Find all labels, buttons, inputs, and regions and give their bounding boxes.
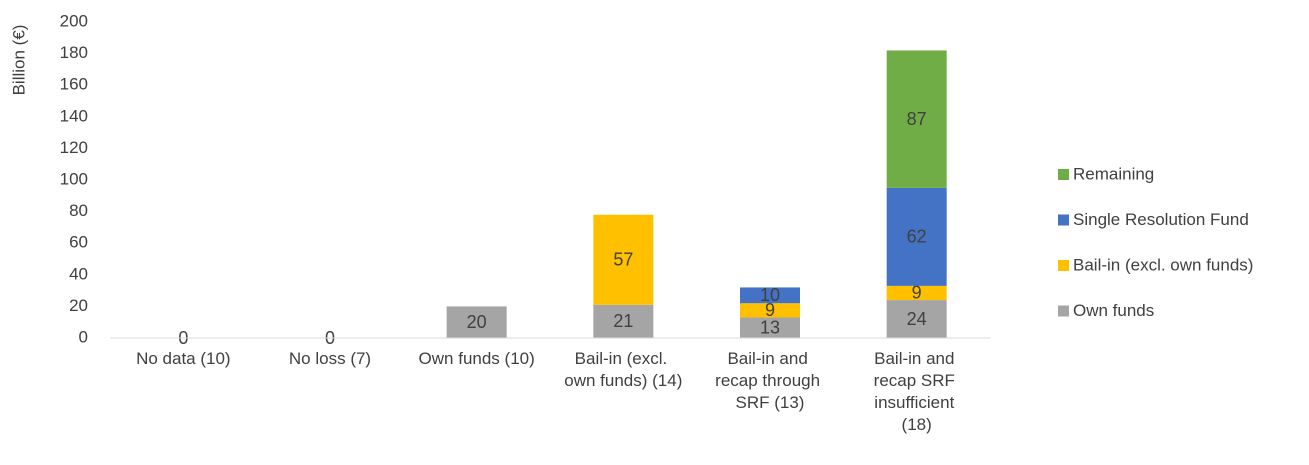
data-label: 21 <box>613 311 633 331</box>
legend-label: Single Resolution Fund <box>1073 210 1249 229</box>
data-label: 9 <box>765 300 775 320</box>
x-tick-label: Bail-in (excl. own funds) (14) <box>564 349 682 390</box>
data-label: 9 <box>912 283 922 303</box>
bar-segment <box>593 214 654 305</box>
y-tick-label: 20 <box>69 296 88 315</box>
y-tick-label: 180 <box>60 43 88 62</box>
bar-segment <box>886 187 947 286</box>
y-tick-label: 200 <box>60 11 88 30</box>
x-tick-label: No loss (7) <box>289 349 371 368</box>
y-tick-label: 40 <box>69 264 88 283</box>
legend-label: Own funds <box>1073 301 1154 320</box>
y-tick-label: 60 <box>69 233 88 252</box>
y-tick-label: 160 <box>60 75 88 94</box>
bar-segment <box>593 304 654 338</box>
data-label: 24 <box>907 309 927 329</box>
y-tick-label: 140 <box>60 106 88 125</box>
bar-segment <box>886 50 947 188</box>
y-tick-label: 0 <box>79 327 88 346</box>
x-tick-label: Bail-in and recap SRF insufficient (18) <box>874 349 960 434</box>
y-axis-label: Billion (€) <box>9 25 28 96</box>
y-tick-label: 80 <box>69 201 88 220</box>
legend-label: Bail-in (excl. own funds) <box>1073 255 1253 274</box>
data-label: 10 <box>760 285 780 305</box>
x-tick-label: Bail-in and recap through SRF (13) <box>715 349 825 412</box>
bar-segment <box>446 306 507 338</box>
bar-segment <box>740 287 800 304</box>
data-label: 57 <box>613 250 633 270</box>
bar-segment <box>886 300 947 338</box>
y-tick-label: 100 <box>60 169 88 188</box>
legend-swatch <box>1058 169 1069 180</box>
data-label: 20 <box>467 312 487 332</box>
y-tick-label: 120 <box>60 138 88 157</box>
x-tick-label: Own funds (10) <box>419 349 535 368</box>
bar-segment <box>886 285 947 301</box>
bar-segment <box>740 303 800 318</box>
legend-swatch <box>1058 214 1069 226</box>
data-label: 13 <box>760 317 780 337</box>
data-label: 87 <box>907 109 927 129</box>
bar-segment <box>740 317 800 338</box>
x-tick-label: No data (10) <box>136 349 231 368</box>
legend-swatch <box>1058 305 1069 317</box>
legend-label: Remaining <box>1073 164 1154 183</box>
legend-swatch <box>1058 260 1069 271</box>
data-label: 62 <box>907 227 927 247</box>
